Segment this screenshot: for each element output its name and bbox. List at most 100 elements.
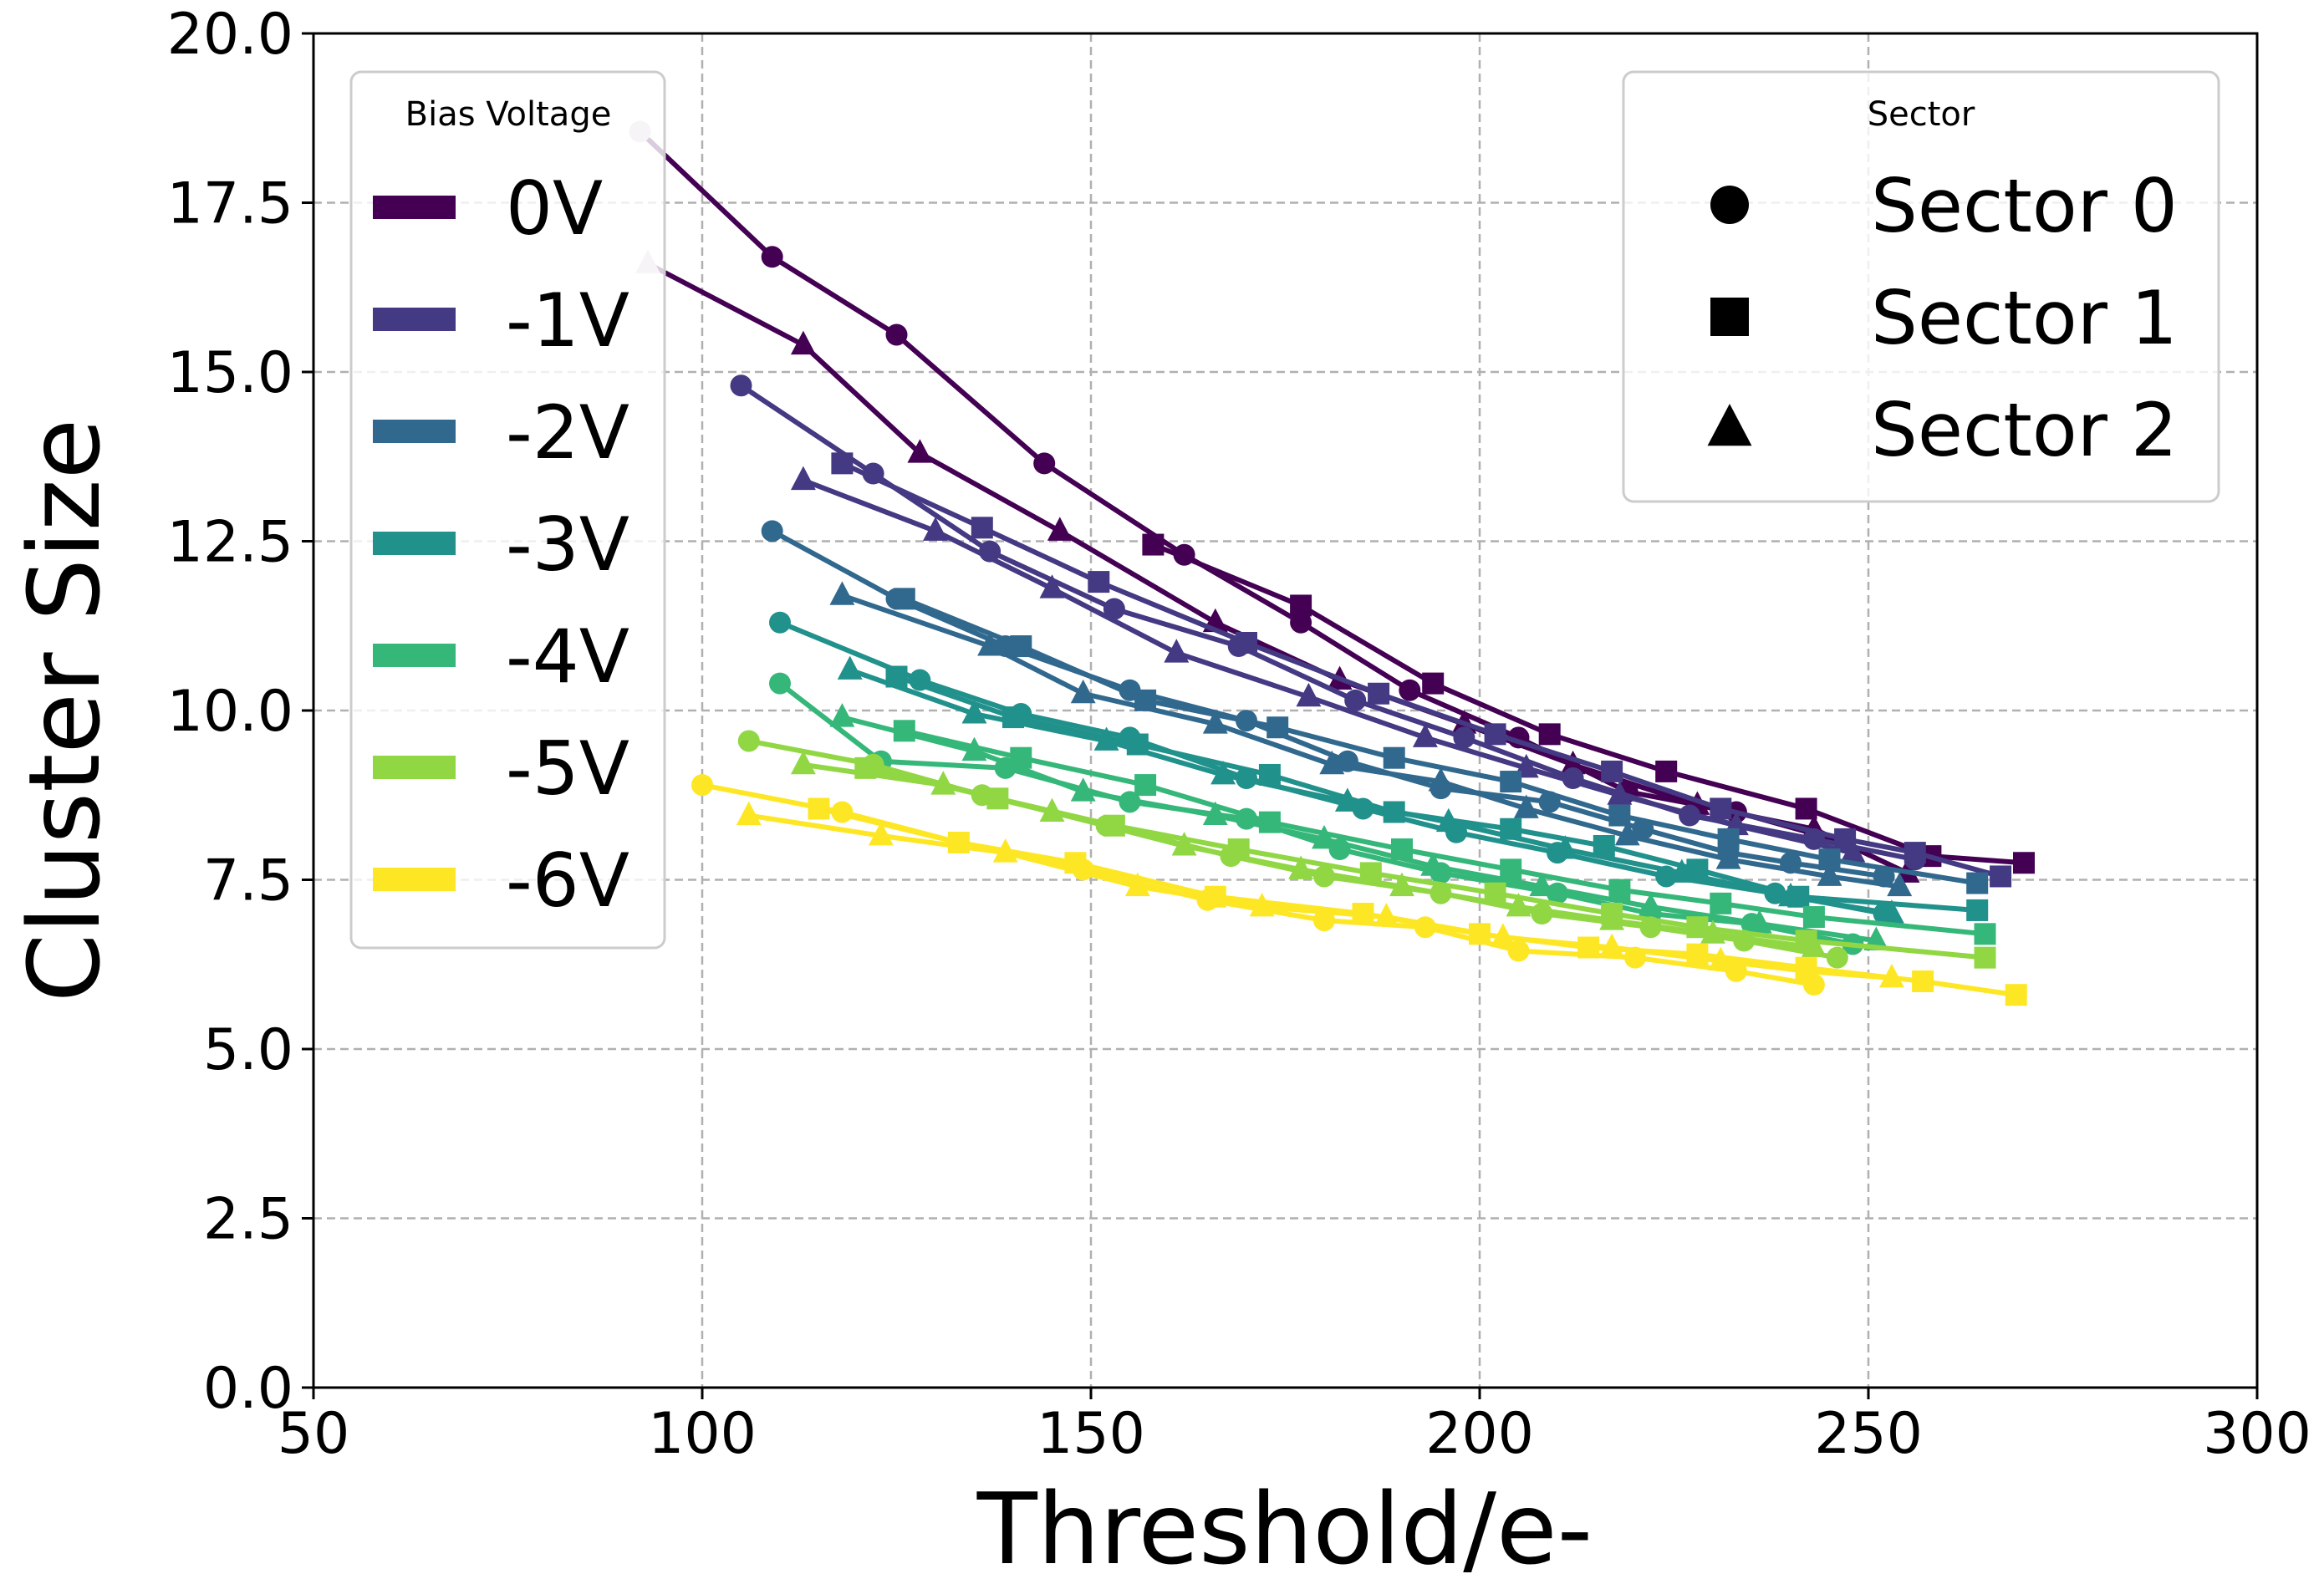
data-point bbox=[1142, 533, 1165, 556]
data-point bbox=[831, 452, 854, 475]
data-point bbox=[1601, 760, 1623, 782]
data-point bbox=[1599, 933, 1625, 957]
series-line bbox=[800, 477, 1856, 856]
data-point bbox=[1802, 906, 1825, 929]
data-point bbox=[961, 700, 987, 724]
data-point bbox=[1746, 909, 1772, 934]
data-point bbox=[1840, 838, 1866, 863]
data-point bbox=[1374, 903, 1399, 927]
data-point bbox=[1368, 682, 1390, 705]
data-point bbox=[1560, 750, 1586, 775]
legend-marker bbox=[1710, 186, 1749, 224]
y-tick-label: 2.5 bbox=[203, 1187, 293, 1253]
data-point bbox=[885, 323, 908, 346]
data-point bbox=[1878, 899, 1904, 924]
data-point bbox=[1010, 635, 1032, 658]
legend-label: -6V bbox=[506, 838, 629, 924]
series-line bbox=[839, 715, 1879, 944]
data-point bbox=[829, 703, 855, 727]
data-point bbox=[961, 736, 987, 761]
data-point bbox=[1708, 946, 1734, 971]
x-axis-label: Threshold/e- bbox=[976, 1471, 1593, 1579]
data-point bbox=[1538, 723, 1561, 746]
data-point bbox=[1686, 943, 1709, 965]
data-point bbox=[1607, 781, 1633, 805]
series--5v-sector-2 bbox=[790, 750, 1827, 957]
y-tick-label: 7.5 bbox=[203, 848, 293, 914]
data-point bbox=[1033, 452, 1056, 475]
data-point bbox=[829, 581, 855, 605]
data-point bbox=[1887, 872, 1913, 897]
legend-marker bbox=[1707, 404, 1752, 446]
y-tick-label: 5.0 bbox=[203, 1017, 293, 1083]
series--6v-sector-2 bbox=[736, 801, 1904, 988]
data-point bbox=[790, 750, 816, 775]
data-point bbox=[1974, 946, 1996, 969]
data-point bbox=[1039, 574, 1065, 598]
data-point bbox=[1210, 761, 1236, 785]
data-point bbox=[1399, 679, 1421, 701]
y-tick-label: 0.0 bbox=[203, 1356, 293, 1422]
series-line bbox=[800, 761, 1817, 950]
data-point bbox=[1817, 862, 1842, 886]
data-point bbox=[790, 330, 816, 355]
data-point bbox=[1070, 679, 1096, 704]
data-point bbox=[769, 611, 791, 634]
data-point bbox=[1420, 852, 1446, 876]
data-point bbox=[1290, 594, 1312, 617]
legend-sector: Sector Sector 0 Sector 1 Sector 2 bbox=[1622, 70, 2220, 503]
x-tick-label: 50 bbox=[278, 1401, 350, 1467]
series--2v-sector-2 bbox=[829, 581, 1913, 897]
legend-label: Sector 0 bbox=[1871, 163, 2178, 249]
data-point bbox=[1344, 689, 1367, 711]
data-point bbox=[1500, 771, 1522, 793]
data-point bbox=[1428, 767, 1454, 792]
y-tick-label: 12.5 bbox=[167, 510, 293, 576]
data-point bbox=[1700, 919, 1725, 944]
series-line bbox=[901, 728, 1988, 937]
data-point bbox=[1296, 682, 1322, 707]
data-point bbox=[1912, 970, 1934, 992]
data-point bbox=[971, 517, 993, 539]
legend-label: Sector 1 bbox=[1871, 275, 2178, 361]
data-point bbox=[1412, 723, 1438, 747]
data-point bbox=[1715, 845, 1741, 869]
legend-label: -5V bbox=[506, 726, 629, 812]
axis-ticks: 50 100 150 200 250 300 0.0 2.5 5.0 7.5 10.0 12.5 15.… bbox=[167, 2, 2311, 1467]
y-tick-label: 10.0 bbox=[167, 679, 293, 745]
data-point bbox=[761, 520, 783, 542]
data-point bbox=[1490, 923, 1516, 947]
data-point bbox=[1124, 872, 1150, 897]
data-point bbox=[1093, 726, 1119, 751]
data-point bbox=[1266, 716, 1289, 739]
x-tick-label: 200 bbox=[1425, 1401, 1534, 1467]
data-point bbox=[1164, 639, 1190, 663]
data-point bbox=[868, 821, 894, 846]
data-point bbox=[1506, 892, 1531, 917]
series--3v-sector-2 bbox=[837, 655, 1904, 924]
data-point bbox=[730, 374, 752, 397]
data-point bbox=[1103, 598, 1125, 620]
y-tick-label: 17.5 bbox=[167, 171, 293, 237]
data-point bbox=[761, 246, 783, 268]
data-point bbox=[1710, 797, 1732, 820]
data-point bbox=[1070, 777, 1096, 802]
legend-bias-voltage-frame bbox=[349, 70, 666, 950]
data-point bbox=[992, 838, 1018, 863]
data-point bbox=[1249, 892, 1275, 917]
data-point bbox=[1655, 760, 1678, 782]
data-point bbox=[1974, 923, 1996, 945]
data-point bbox=[1202, 710, 1228, 734]
data-point bbox=[893, 588, 915, 610]
data-point bbox=[1990, 865, 2012, 888]
data-point bbox=[1236, 632, 1257, 654]
data-point bbox=[790, 466, 816, 491]
legend-marker bbox=[1710, 298, 1749, 336]
data-point bbox=[1453, 726, 1475, 749]
data-point bbox=[1614, 821, 1640, 846]
data-point bbox=[1422, 672, 1445, 695]
series--2v-sector-1 bbox=[893, 588, 1989, 894]
data-point bbox=[1313, 909, 1335, 932]
legend-label: -4V bbox=[506, 614, 629, 700]
data-point bbox=[1039, 797, 1065, 822]
